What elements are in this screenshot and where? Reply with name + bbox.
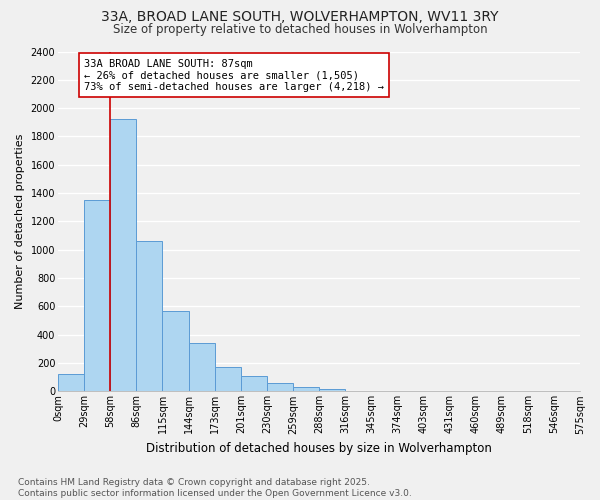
Bar — [110, 120, 136, 392]
Bar — [267, 383, 293, 392]
Text: 33A, BROAD LANE SOUTH, WOLVERHAMPTON, WV11 3RY: 33A, BROAD LANE SOUTH, WOLVERHAMPTON, WV… — [101, 10, 499, 24]
Bar — [58, 374, 84, 392]
Text: Contains HM Land Registry data © Crown copyright and database right 2025.
Contai: Contains HM Land Registry data © Crown c… — [18, 478, 412, 498]
X-axis label: Distribution of detached houses by size in Wolverhampton: Distribution of detached houses by size … — [146, 442, 492, 455]
Text: 33A BROAD LANE SOUTH: 87sqm
← 26% of detached houses are smaller (1,505)
73% of : 33A BROAD LANE SOUTH: 87sqm ← 26% of det… — [84, 58, 384, 92]
Y-axis label: Number of detached properties: Number of detached properties — [15, 134, 25, 309]
Bar — [163, 310, 188, 392]
Bar — [84, 200, 110, 392]
Text: Size of property relative to detached houses in Wolverhampton: Size of property relative to detached ho… — [113, 22, 487, 36]
Bar — [188, 343, 215, 392]
Bar — [293, 387, 319, 392]
Bar — [319, 390, 345, 392]
Bar — [215, 368, 241, 392]
Bar — [136, 242, 163, 392]
Bar — [241, 376, 267, 392]
